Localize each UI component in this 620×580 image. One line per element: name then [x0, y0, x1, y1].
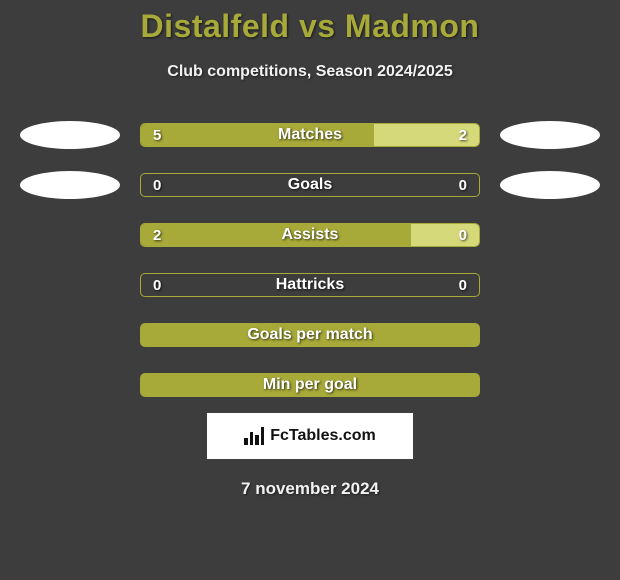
bar-chart-icon — [244, 427, 264, 445]
stat-label: Goals — [141, 174, 479, 196]
stat-bar: 0 0Goals — [140, 173, 480, 197]
spacer — [20, 271, 120, 299]
spacer — [20, 321, 120, 349]
team-logo-left — [20, 121, 120, 149]
stat-label: Hattricks — [141, 274, 479, 296]
stat-bar: 52Matches — [140, 123, 480, 147]
subtitle: Club competitions, Season 2024/2025 — [0, 63, 620, 81]
stat-value-right: 0 — [447, 274, 479, 296]
stat-row: 0 0Hattricks — [0, 271, 620, 299]
stat-rows: 52Matches00Goals20Assists00HattricksGoal… — [0, 121, 620, 399]
stat-value-left: 2 — [141, 224, 173, 246]
stat-row: Goals per match — [0, 321, 620, 349]
bar-segment-left — [141, 224, 411, 246]
stat-value-left: 0 — [141, 174, 173, 196]
stat-value-right: 2 — [447, 124, 479, 146]
stat-row: 20Assists — [0, 221, 620, 249]
stat-label: Goals per match — [141, 324, 479, 346]
bar-segment-left — [141, 124, 374, 146]
spacer — [20, 221, 120, 249]
spacer — [500, 321, 600, 349]
stat-row: 0 0Goals — [0, 171, 620, 199]
team-logo-right — [500, 171, 600, 199]
stat-value-left: 0 — [141, 274, 173, 296]
stat-bar: 20Assists — [140, 223, 480, 247]
stat-row: 52Matches — [0, 121, 620, 149]
team-logo-right — [500, 121, 600, 149]
stat-value-right: 0 — [447, 174, 479, 196]
source-badge: FcTables.com — [207, 413, 413, 459]
page-title: Distalfeld vs Madmon — [0, 8, 620, 45]
badge-text: FcTables.com — [270, 427, 376, 445]
team-logo-left — [20, 171, 120, 199]
stat-bar: Min per goal — [140, 373, 480, 397]
stat-bar: Goals per match — [140, 323, 480, 347]
spacer — [500, 221, 600, 249]
stat-label: Min per goal — [141, 374, 479, 396]
spacer — [20, 371, 120, 399]
stat-row: Min per goal — [0, 371, 620, 399]
spacer — [500, 271, 600, 299]
stat-bar: 0 0Hattricks — [140, 273, 480, 297]
comparison-card: Distalfeld vs Madmon Club competitions, … — [0, 0, 620, 499]
datestamp: 7 november 2024 — [0, 479, 620, 499]
stat-value-right: 0 — [447, 224, 479, 246]
stat-value-left: 5 — [141, 124, 173, 146]
spacer — [500, 371, 600, 399]
